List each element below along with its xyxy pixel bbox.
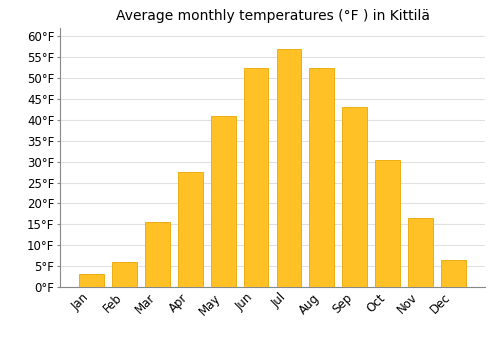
Title: Average monthly temperatures (°F ) in Kittilä: Average monthly temperatures (°F ) in Ki… <box>116 9 430 23</box>
Bar <box>178 172 203 287</box>
Bar <box>276 49 301 287</box>
Bar <box>244 68 268 287</box>
Bar <box>441 260 466 287</box>
Bar <box>342 107 367 287</box>
Bar <box>80 274 104 287</box>
Bar <box>408 218 433 287</box>
Bar <box>310 68 334 287</box>
Bar <box>211 116 236 287</box>
Bar <box>145 222 170 287</box>
Bar <box>376 160 400 287</box>
Bar <box>112 262 137 287</box>
